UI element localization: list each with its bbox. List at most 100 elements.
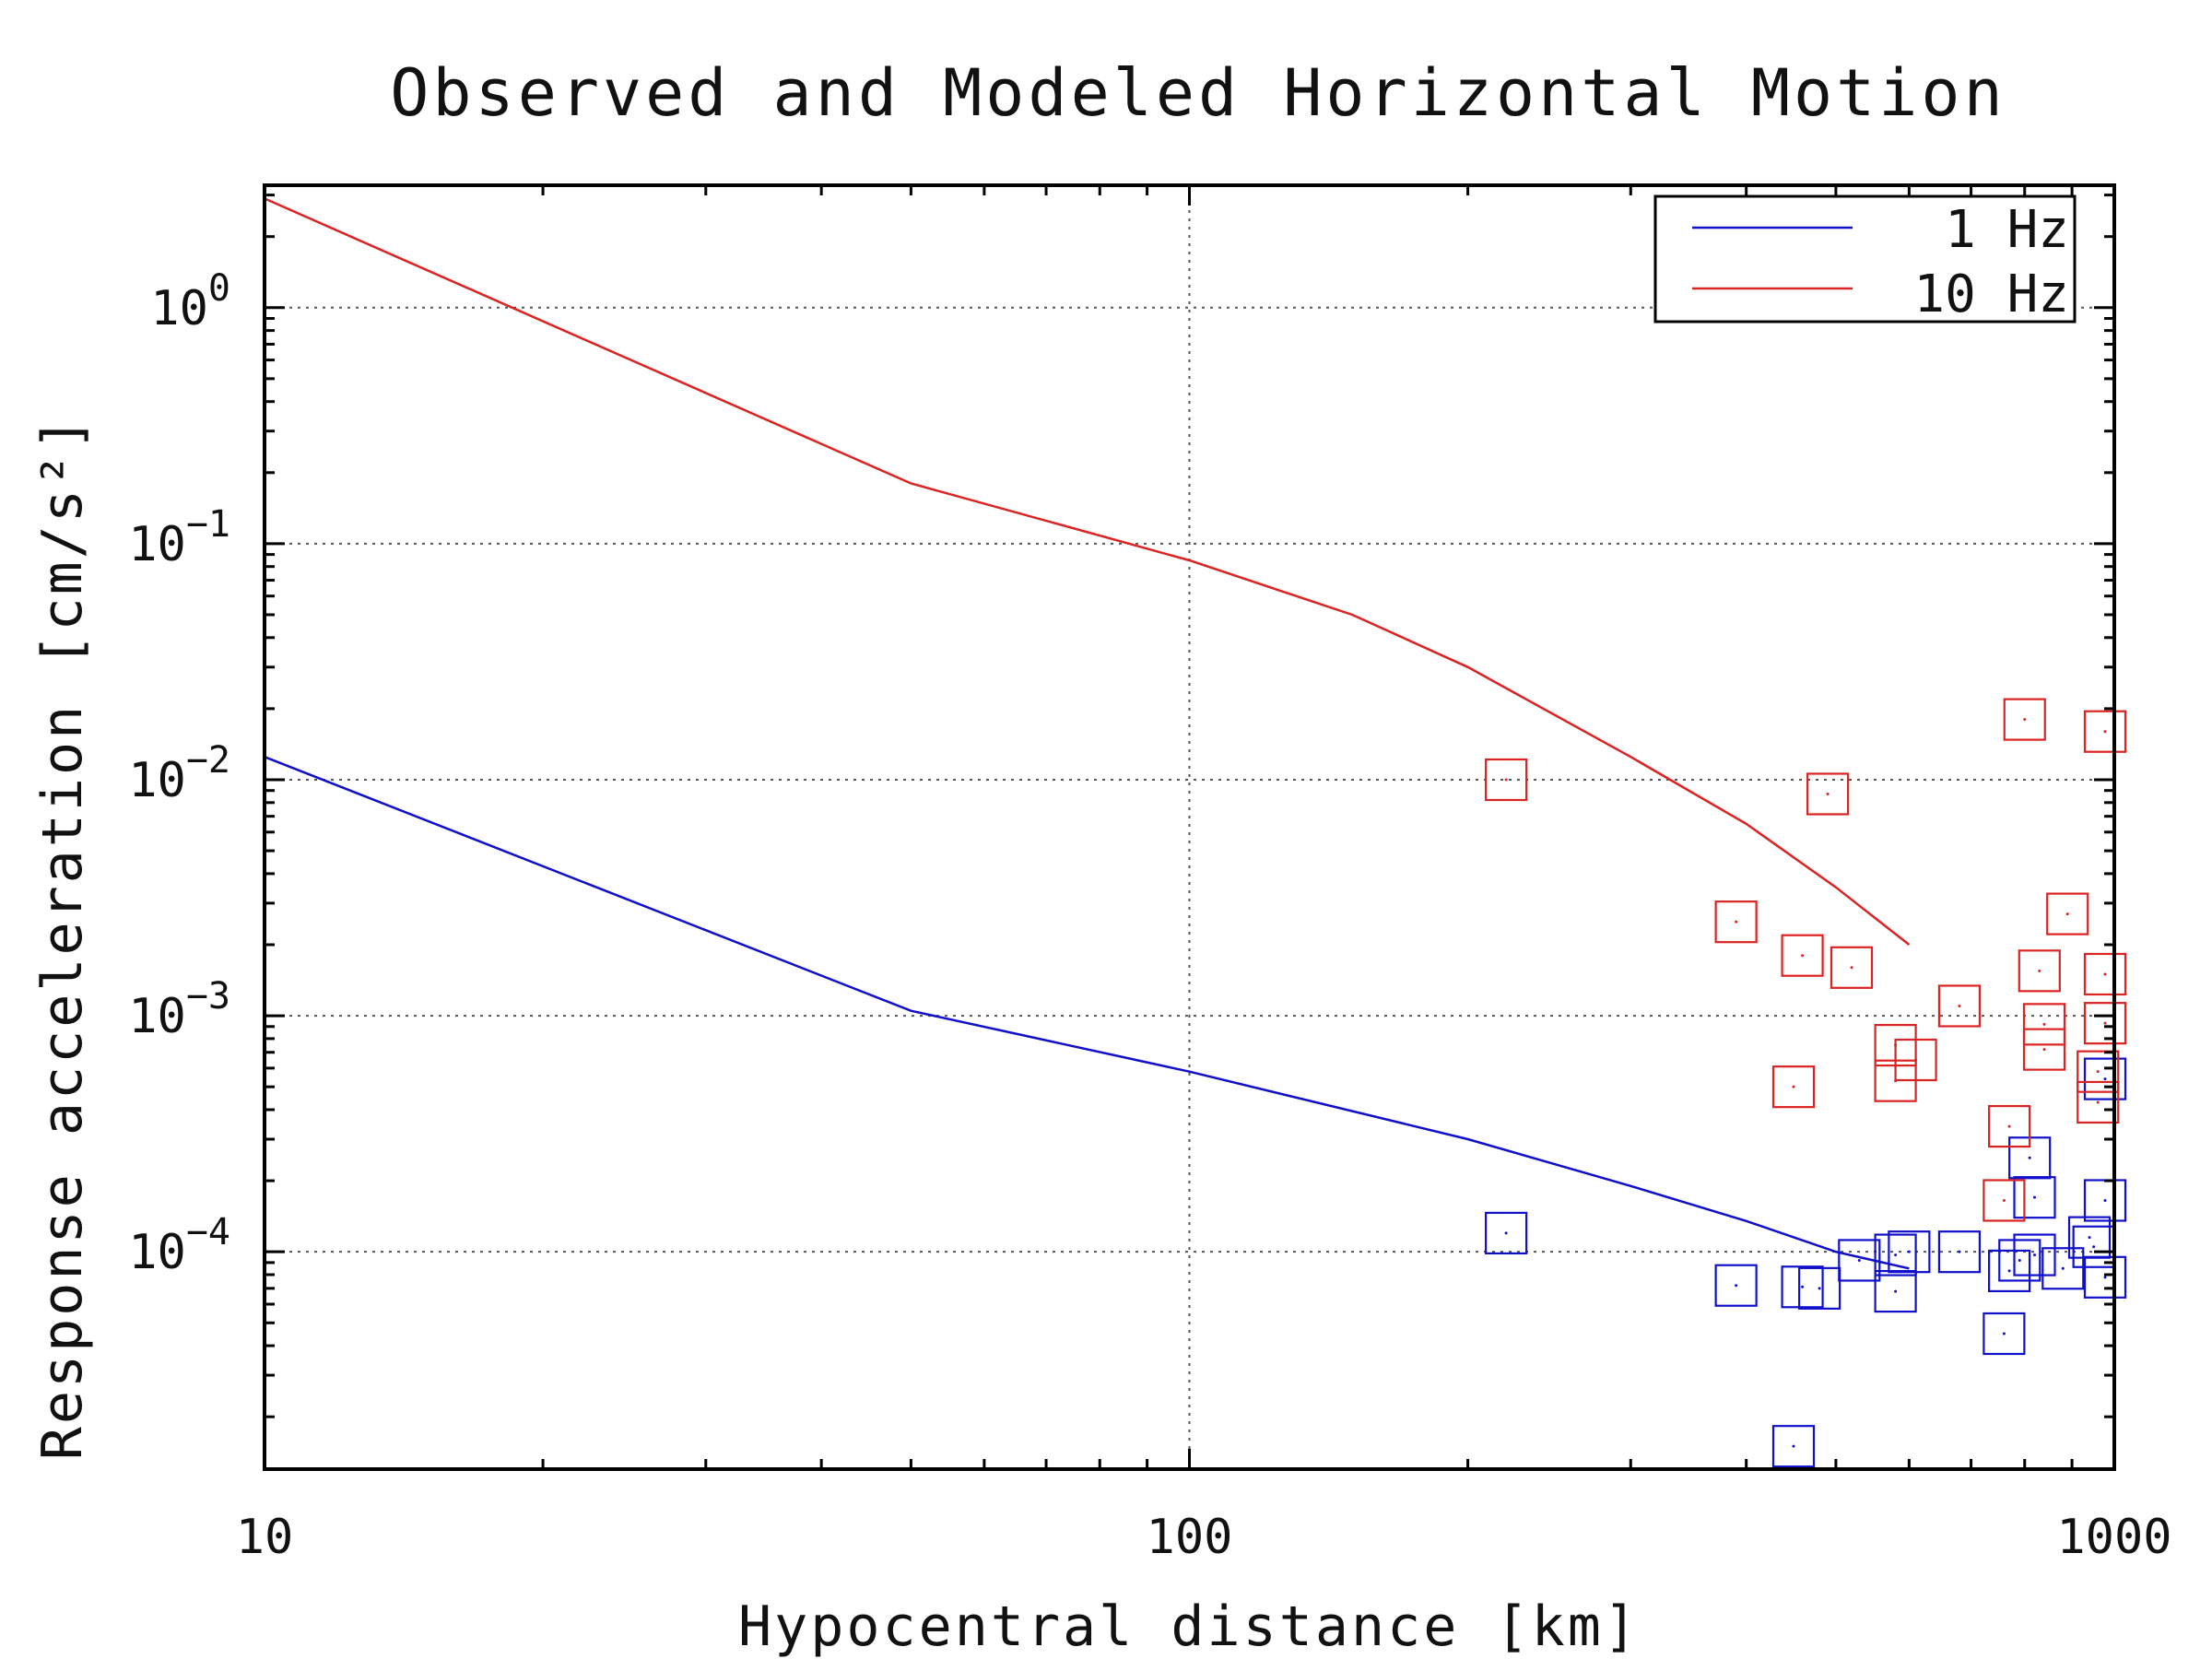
observed-point-10hz xyxy=(2046,892,2089,935)
model-line-1hz xyxy=(264,756,1910,1270)
observed-point-center-1hz xyxy=(2018,1258,2021,1262)
observed-point-center-10hz xyxy=(2042,1022,2046,1026)
observed-point-center-1hz xyxy=(1801,1285,1805,1288)
tick-layer xyxy=(263,185,2116,1469)
series-layer xyxy=(264,197,2127,1468)
observed-point-center-10hz xyxy=(2042,1048,2046,1052)
observed-point-center-10hz xyxy=(1735,920,1738,924)
observed-point-center-10hz xyxy=(2103,1021,2107,1025)
observed-point-10hz xyxy=(2018,949,2061,993)
observed-point-center-10hz xyxy=(2096,1100,2100,1104)
observed-point-center-1hz xyxy=(2092,1245,2096,1249)
observed-point-1hz xyxy=(1874,1233,1917,1277)
observed-point-center-1hz xyxy=(1894,1289,1898,1293)
observed-point-10hz xyxy=(2083,1002,2127,1045)
observed-point-center-10hz xyxy=(2038,969,2041,972)
legend-box xyxy=(1653,194,2077,324)
observed-point-center-10hz xyxy=(1958,1004,1961,1007)
observed-point-1hz xyxy=(2013,1176,2056,1219)
observed-point-10hz xyxy=(2077,1080,2120,1124)
observed-point-center-10hz xyxy=(2002,1198,2006,1202)
observed-point-center-1hz xyxy=(2033,1195,2037,1199)
observed-point-10hz xyxy=(1806,772,1850,816)
observed-point-1hz xyxy=(2013,1233,2056,1277)
x-tick-label: 1000 xyxy=(2056,1510,2171,1565)
observed-point-center-1hz xyxy=(2002,1332,2006,1335)
observed-point-10hz xyxy=(2022,1028,2066,1071)
observed-point-1hz xyxy=(1771,1425,1816,1468)
observed-point-10hz xyxy=(1987,1104,2031,1148)
observed-point-1hz xyxy=(1798,1266,1841,1310)
observed-point-1hz xyxy=(1998,1239,2041,1282)
observed-point-10hz xyxy=(1830,946,1874,989)
observed-point-10hz xyxy=(2083,710,2127,753)
observed-point-10hz xyxy=(2022,1003,2066,1046)
observed-point-center-10hz xyxy=(1850,966,1853,970)
grid-layer xyxy=(265,185,2114,1469)
observed-point-10hz xyxy=(1771,1065,1816,1109)
observed-point-10hz xyxy=(1983,1179,2026,1222)
observed-point-center-10hz xyxy=(2065,912,2069,916)
observed-point-center-10hz xyxy=(2096,1070,2100,1074)
y-axis-label: Response acceleration [cm/s²] xyxy=(30,415,95,1461)
observed-point-10hz xyxy=(1781,934,1824,977)
observed-point-center-1hz xyxy=(1894,1253,1898,1257)
chart-title: Observed and Modeled Horizontal Motion xyxy=(390,55,2006,131)
observed-point-1hz xyxy=(1888,1230,1931,1274)
observed-point-10hz xyxy=(2077,1050,2120,1093)
observed-point-center-1hz xyxy=(2103,1276,2107,1279)
x-axis-label: Hypocentral distance [km] xyxy=(738,1594,1640,1659)
series-1hz xyxy=(264,756,2127,1468)
observed-point-1hz xyxy=(1714,1264,1758,1307)
observed-point-1hz xyxy=(2083,1057,2127,1100)
observed-point-1hz xyxy=(1485,1211,1528,1255)
observed-point-1hz xyxy=(2041,1247,2085,1290)
x-tick-label: 10 xyxy=(236,1510,294,1565)
x-tick-labels: 10 100 1000 xyxy=(236,1510,2172,1565)
observed-point-center-1hz xyxy=(2007,1269,2011,1273)
y-tick-label: 10−2 xyxy=(128,739,230,808)
observed-point-center-1hz xyxy=(1504,1231,1508,1235)
observed-point-10hz xyxy=(1937,984,1982,1028)
observed-point-center-1hz xyxy=(2103,1077,2107,1081)
observed-point-center-1hz xyxy=(2061,1266,2065,1270)
legend-label-1hz: 1 Hz xyxy=(1945,200,2069,260)
observed-point-1hz xyxy=(2083,1255,2127,1299)
series-10hz xyxy=(264,197,2127,1222)
legend-label-10hz: 10 Hz xyxy=(1913,265,2069,324)
observed-point-center-1hz xyxy=(2088,1236,2091,1240)
observed-point-1hz xyxy=(1874,1269,1917,1313)
observed-point-center-10hz xyxy=(2103,730,2107,734)
y-tick-label: 10−4 xyxy=(128,1211,230,1280)
observed-point-center-1hz xyxy=(1818,1287,1821,1290)
observed-point-center-10hz xyxy=(2007,1124,2011,1128)
observed-point-center-1hz xyxy=(2033,1253,2037,1257)
observed-point-center-1hz xyxy=(2028,1156,2031,1159)
model-line-10hz xyxy=(264,197,1911,946)
observed-point-1hz xyxy=(1937,1230,1982,1274)
observed-point-center-10hz xyxy=(2023,718,2027,722)
observed-point-center-1hz xyxy=(1857,1258,1861,1262)
observed-point-center-1hz xyxy=(1792,1444,1795,1448)
y-tick-label: 10−3 xyxy=(128,975,230,1044)
observed-point-center-10hz xyxy=(1914,1058,1918,1062)
observed-point-center-10hz xyxy=(1801,954,1805,958)
observed-point-center-1hz xyxy=(1958,1250,1961,1253)
observed-point-center-10hz xyxy=(1826,792,1830,795)
observed-point-center-1hz xyxy=(2103,1198,2107,1202)
observed-point-center-1hz xyxy=(1735,1284,1738,1288)
observed-point-center-10hz xyxy=(2103,972,2107,976)
observed-point-center-1hz xyxy=(1907,1250,1911,1253)
observed-point-1hz xyxy=(1983,1312,2026,1356)
observed-point-1hz xyxy=(1781,1265,1824,1309)
observed-point-10hz xyxy=(1485,758,1528,802)
observed-point-center-10hz xyxy=(1792,1085,1795,1088)
y-tick-labels: 100 10−1 10−2 10−3 10−4 xyxy=(128,267,230,1280)
observed-point-1hz xyxy=(1987,1249,2031,1293)
observed-point-10hz xyxy=(2083,952,2127,996)
y-tick-label: 100 xyxy=(150,267,230,336)
observed-point-1hz xyxy=(1838,1239,1881,1282)
x-tick-label: 100 xyxy=(1147,1510,1233,1565)
observed-point-10hz xyxy=(1714,900,1758,944)
